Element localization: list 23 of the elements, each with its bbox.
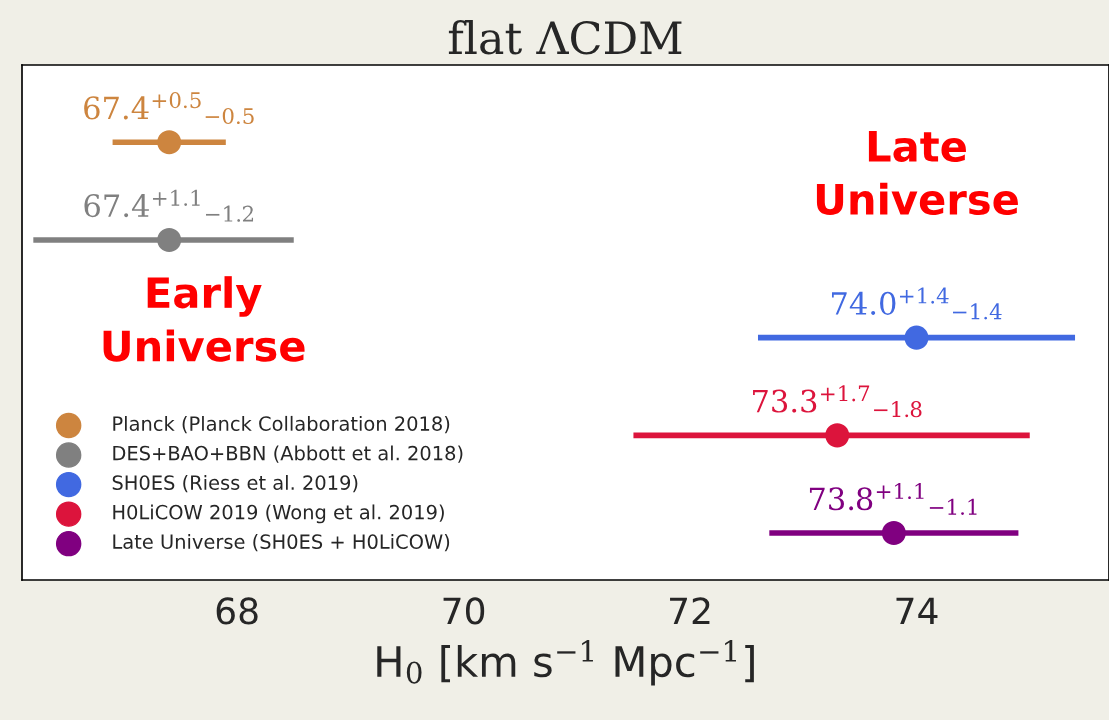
data-label: 73.3$^{+1.7}$$_{−1.8}$ [753, 385, 922, 418]
data-label: 67.4$^{+1.1}$$_{−1.2}$ [84, 189, 254, 222]
legend-label: H0LiCOW 2019 (Wong et al. 2019) [113, 504, 444, 524]
point [157, 227, 182, 252]
x-tick-label: 74 [896, 597, 938, 625]
legend-label: SH0ES (Riess et al. 2019) [112, 474, 358, 493]
annotation: Early Universe [103, 276, 305, 362]
x-tick-label: 72 [670, 597, 710, 625]
data-label: 74.0$^{+1.4}$$_{−1.4}$ [832, 287, 1002, 320]
annotation: Late Universe [816, 131, 1018, 215]
chart-title: flat ΛCDM [448, 20, 682, 55]
point [881, 521, 906, 546]
data-label: 73.8$^{+1.1}$$_{−1.1}$ [809, 482, 977, 515]
x-tick-label: 70 [443, 597, 485, 625]
data-label: 67.4$^{+0.5}$$_{−0.5}$ [84, 92, 254, 125]
legend-label: Late Universe (SH0ES + H0LiCOW) [113, 533, 450, 552]
point [825, 423, 850, 448]
x-axis-title: H$_{0}$ [km s$^{−1}$ Mpc$^{−1}$] [377, 639, 754, 686]
x-tick-label: 68 [216, 597, 258, 625]
point [157, 130, 182, 155]
point [904, 325, 929, 350]
legend-label: DES+BAO+BBN (Abbott et al. 2018) [113, 445, 463, 463]
legend-label: Planck (Planck Collaboration 2018) [113, 415, 450, 434]
